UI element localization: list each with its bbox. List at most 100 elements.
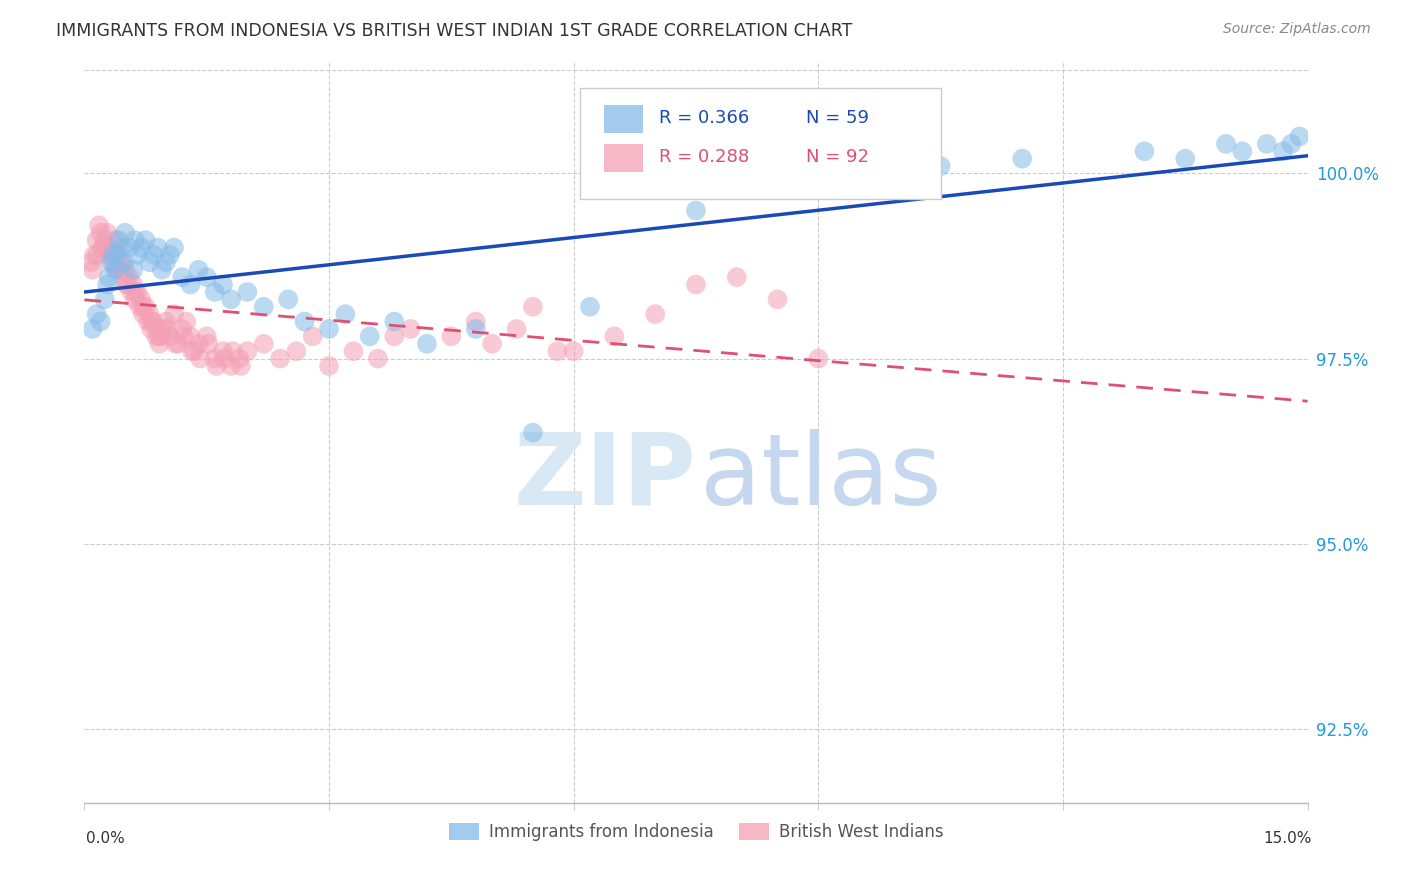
Text: R = 0.366: R = 0.366 — [659, 109, 749, 127]
Point — [142, 315, 165, 329]
Point — [104, 233, 127, 247]
Point — [335, 307, 357, 321]
Point — [766, 293, 789, 307]
Point — [318, 359, 340, 373]
Point — [112, 270, 135, 285]
Point — [115, 277, 138, 292]
FancyBboxPatch shape — [579, 88, 941, 200]
Point — [115, 277, 138, 292]
Point — [150, 262, 173, 277]
Point — [142, 248, 165, 262]
Point — [159, 248, 181, 262]
Legend: Immigrants from Indonesia, British West Indians: Immigrants from Indonesia, British West … — [441, 816, 950, 847]
Point — [725, 270, 748, 285]
Point — [107, 248, 129, 262]
Point — [522, 425, 544, 440]
Point — [146, 241, 169, 255]
Point — [603, 329, 626, 343]
Point — [367, 351, 389, 366]
Point — [1011, 152, 1033, 166]
Point — [183, 344, 205, 359]
Point — [181, 344, 204, 359]
Point — [205, 359, 228, 373]
Point — [195, 270, 218, 285]
Point — [97, 270, 120, 285]
Point — [110, 241, 132, 255]
Point — [1174, 152, 1197, 166]
Text: atlas: atlas — [700, 428, 941, 525]
Point — [382, 329, 405, 343]
Point — [135, 233, 157, 247]
Point — [1133, 145, 1156, 159]
Point — [253, 300, 276, 314]
Point — [127, 248, 149, 262]
Point — [187, 262, 209, 277]
Point — [155, 315, 177, 329]
Point — [101, 255, 124, 269]
Point — [165, 336, 187, 351]
Text: N = 92: N = 92 — [806, 148, 869, 166]
Point — [146, 322, 169, 336]
Point — [269, 351, 291, 366]
Point — [464, 322, 486, 336]
Point — [163, 241, 186, 255]
Point — [579, 300, 602, 314]
Point — [141, 315, 163, 329]
Point — [301, 329, 323, 343]
Point — [112, 255, 135, 269]
Point — [93, 233, 115, 247]
Point — [163, 307, 186, 321]
Point — [204, 351, 226, 366]
Point — [131, 293, 153, 307]
Point — [1288, 129, 1310, 144]
Point — [155, 255, 177, 269]
Point — [195, 329, 218, 343]
Point — [1215, 136, 1237, 151]
Point — [153, 322, 176, 336]
Point — [382, 315, 405, 329]
Point — [80, 255, 103, 269]
Text: 0.0%: 0.0% — [86, 831, 125, 846]
Point — [1232, 145, 1254, 159]
Point — [101, 248, 124, 262]
Point — [110, 255, 132, 269]
Point — [128, 300, 150, 314]
Point — [83, 248, 105, 262]
Point — [132, 307, 155, 321]
Point — [132, 300, 155, 314]
Point — [229, 359, 252, 373]
Point — [124, 233, 146, 247]
Point — [1272, 145, 1295, 159]
Point — [124, 285, 146, 299]
Point — [122, 262, 145, 277]
Point — [359, 329, 381, 343]
Point — [141, 322, 163, 336]
Point — [82, 322, 104, 336]
Point — [440, 329, 463, 343]
Point — [766, 174, 789, 188]
Point — [318, 322, 340, 336]
Point — [138, 255, 160, 269]
Point — [416, 336, 439, 351]
Point — [546, 344, 568, 359]
Point — [145, 329, 167, 343]
Point — [127, 285, 149, 299]
Point — [138, 307, 160, 321]
Point — [212, 344, 235, 359]
Point — [159, 329, 181, 343]
Point — [148, 329, 170, 343]
Point — [1256, 136, 1278, 151]
Point — [121, 285, 143, 299]
Text: 15.0%: 15.0% — [1264, 831, 1312, 846]
Point — [107, 233, 129, 247]
Point — [86, 248, 108, 262]
Point — [228, 351, 250, 366]
Point — [107, 262, 129, 277]
Point — [150, 329, 173, 343]
FancyBboxPatch shape — [605, 144, 644, 172]
Point — [685, 277, 707, 292]
Point — [86, 307, 108, 321]
Point — [481, 336, 503, 351]
Text: IMMIGRANTS FROM INDONESIA VS BRITISH WEST INDIAN 1ST GRADE CORRELATION CHART: IMMIGRANTS FROM INDONESIA VS BRITISH WES… — [56, 22, 852, 40]
Point — [294, 315, 316, 329]
